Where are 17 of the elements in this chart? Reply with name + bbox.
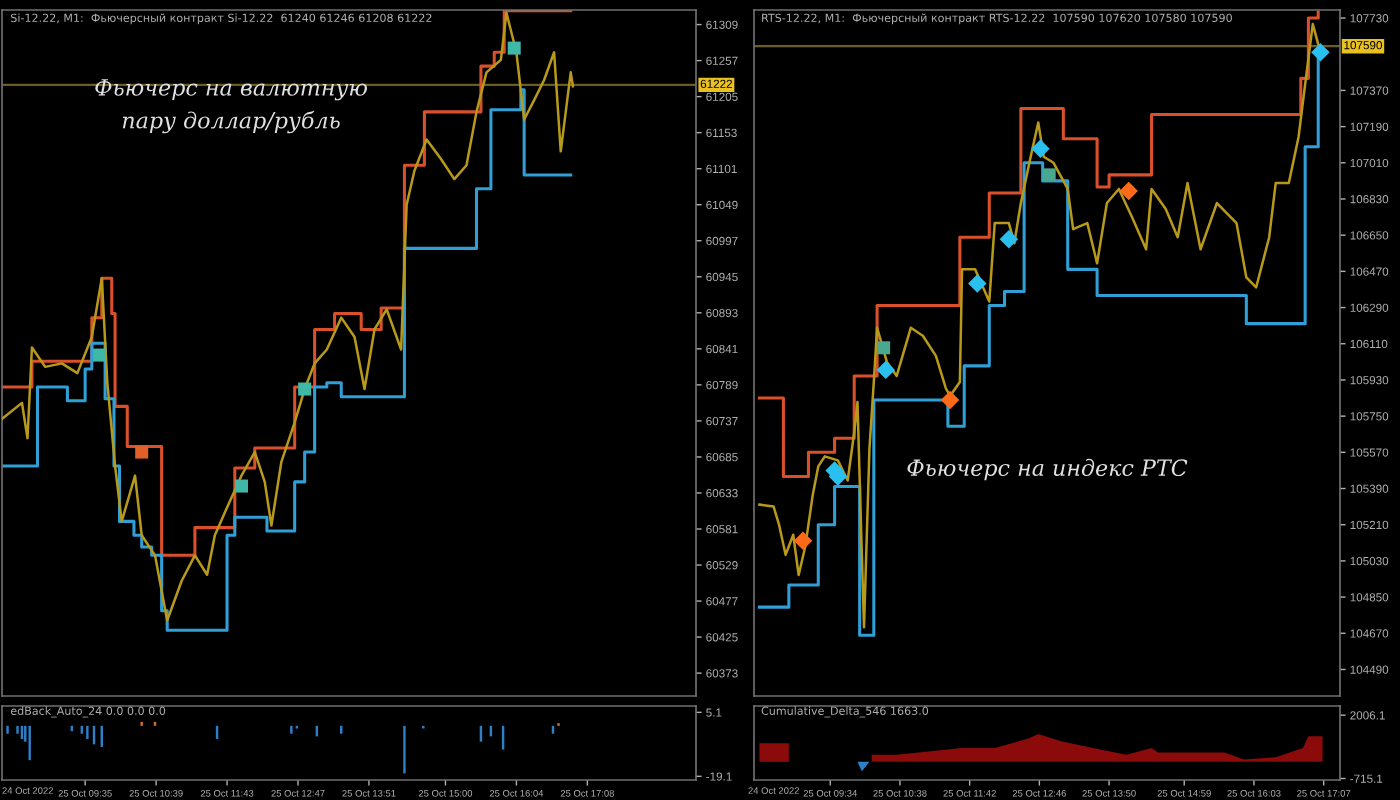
point bbox=[234, 479, 248, 493]
point bbox=[507, 41, 521, 55]
point bbox=[1031, 139, 1050, 158]
point bbox=[876, 360, 896, 380]
point bbox=[93, 348, 107, 362]
point bbox=[135, 445, 149, 459]
point bbox=[793, 531, 813, 550]
annotation: Фьючерс на валютную пару доллар/рубль bbox=[95, 79, 367, 134]
annotation: Фьючерс на индекс РТС bbox=[907, 458, 1188, 481]
point bbox=[1042, 168, 1056, 182]
point bbox=[1119, 181, 1138, 201]
point bbox=[968, 274, 987, 293]
point bbox=[940, 390, 960, 410]
point bbox=[298, 382, 312, 396]
point bbox=[1311, 43, 1330, 62]
point bbox=[999, 229, 1019, 249]
point bbox=[877, 341, 891, 355]
